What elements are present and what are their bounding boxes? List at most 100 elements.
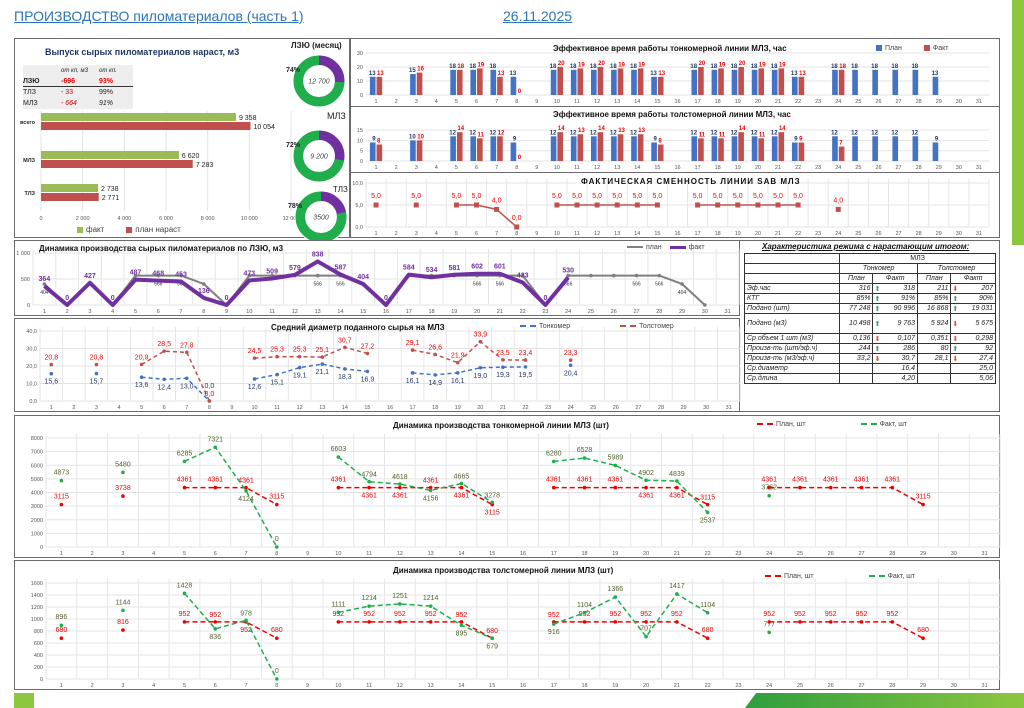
x-tick-label: 29 <box>936 165 942 171</box>
data-label: 566 <box>154 282 163 288</box>
bar <box>637 68 644 95</box>
y-tick-label: 0 <box>40 545 43 551</box>
x-tick-label: 17 <box>551 551 557 557</box>
data-label: 20,9 <box>135 354 149 361</box>
legend-tolstomer: Толстомер <box>620 323 674 330</box>
data-label: 5,0 <box>632 193 642 200</box>
fact-cell: ⬇ 0,107 <box>872 333 919 344</box>
data-label: 27,2 <box>361 343 375 350</box>
data-label: 18 <box>731 64 738 70</box>
x-tick-label: 4 <box>152 551 155 557</box>
data-point <box>247 273 252 278</box>
bar <box>631 69 637 95</box>
mini-row: ТЛЗ - 33 99% <box>23 87 133 98</box>
x-tick-label: 10 <box>554 99 560 105</box>
x-tick-label: 2 <box>91 551 94 557</box>
x-tick-label: 23 <box>815 99 821 105</box>
x-tick-label: 14 <box>634 165 640 171</box>
data-label: 15,1 <box>270 380 284 387</box>
data-label: 0 <box>518 89 522 95</box>
bar <box>369 76 376 95</box>
data-label: 3762 <box>761 485 777 492</box>
data-label: 11 <box>478 132 485 138</box>
data-point <box>611 273 616 278</box>
fact-value: 27,4 <box>979 355 993 362</box>
data-label: 404 <box>678 290 687 296</box>
data-label: 1111 <box>331 601 345 608</box>
legend-label: факт <box>688 244 705 251</box>
bar <box>410 140 416 161</box>
data-point <box>613 463 618 468</box>
series-План, шт: 3115 3738 4361 4361 4361 3115 4361 4361 4361 4361… <box>54 477 931 517</box>
series-Факт, шт: 896 1144 1428 836 978 0 1111 1214 1251 1214 895 679… <box>56 582 775 681</box>
bar <box>892 69 899 95</box>
data-point <box>365 351 370 356</box>
y-tick-label: 200 <box>34 665 43 671</box>
x-tick-label: 16 <box>520 683 526 689</box>
data-point <box>373 202 379 208</box>
x-tick-label: 22 <box>795 165 801 171</box>
mini-row-dev: - 33 <box>61 89 74 96</box>
legend-label: Факт, шт <box>887 573 916 580</box>
tonk-pcs-chart: 0 1000 2000 3000 4000 5000 6000 7000 8000 1 2 3 4 5 6 7… <box>14 415 1001 558</box>
arrow-up-icon: ⬆ <box>952 306 959 313</box>
data-point <box>433 373 437 377</box>
x-tick-label: 20 <box>477 405 483 411</box>
data-label: 7 <box>839 141 843 147</box>
x-tick-label: 1 <box>60 551 63 557</box>
x-tick-label: 15 <box>360 309 366 315</box>
bar-fact <box>41 113 236 121</box>
data-label: 952 <box>886 611 898 618</box>
x-tick-label: 2 <box>395 99 398 105</box>
data-label: 18 <box>911 64 918 70</box>
fact-cell: ⬆ 92 <box>950 343 996 354</box>
data-label: 2537 <box>700 517 716 524</box>
data-label: 566 <box>655 282 664 288</box>
row-label: Произв-ть (шт/эф.ч) <box>743 343 841 354</box>
fact-cell: ⬇ 30,7 <box>872 353 919 364</box>
data-label: 952 <box>548 612 560 619</box>
data-point <box>49 362 54 367</box>
donut-chart: 9 200 72% <box>286 129 346 183</box>
data-point <box>767 630 771 635</box>
data-point <box>121 608 125 613</box>
data-point <box>59 623 64 628</box>
x-tick-label: 31 <box>726 405 732 411</box>
fact-value: 90 996 <box>893 305 916 312</box>
data-point <box>459 620 464 624</box>
data-point <box>343 345 347 350</box>
data-point <box>455 360 460 365</box>
x-tick-label: 17 <box>695 231 701 237</box>
series-План, шт: 680 816 952 952 952 680 952 952 952 952 952 680 952 9… <box>56 611 929 640</box>
data-label: 19 <box>779 62 786 68</box>
data-label: 13 <box>799 71 806 77</box>
data-label: 18 <box>711 64 718 70</box>
arrow-up-icon: ⬆ <box>874 321 881 328</box>
data-point <box>767 485 771 490</box>
data-label: 3738 <box>115 485 131 492</box>
x-tick-label: 6 <box>163 405 166 411</box>
x-tick-label: 29 <box>680 405 686 411</box>
data-label: 12 <box>570 130 577 136</box>
data-point <box>42 282 47 286</box>
fact-value: 90% <box>978 295 993 302</box>
x-tick-label: 8 <box>208 405 211 411</box>
x-tick-label: 13 <box>614 231 620 237</box>
deviation-table: от кп, м3 от кп. ЛЗЮ -696 93% ТЛЗ - 33 99% МЛ… <box>23 65 133 109</box>
data-label: 20,8 <box>90 355 104 362</box>
mini-row-name: ТЛЗ <box>23 89 36 96</box>
data-label: 18 <box>489 64 496 70</box>
x-tick-label: 16 <box>383 309 389 315</box>
bar <box>838 69 845 95</box>
data-point <box>574 202 580 208</box>
fact-value: 0,107 <box>897 335 916 342</box>
y-tick-label: 1600 <box>31 581 43 587</box>
series-Тонкомер: 15,6 15,7 13,6 12,4 13,0 0,0 12,6 15,1 19,1 21,1 1… <box>44 362 578 403</box>
y-tick-label: 3000 <box>31 504 43 510</box>
mini-row: ЛЗЮ -696 93% <box>23 76 133 87</box>
series-Толстомер: 20,8 20,8 20,9 28,5 27,8 0,0 24,5 25,3 25,3 25,1 3… <box>44 332 578 403</box>
x-tick-label: 30 <box>951 551 957 557</box>
data-label: 12 <box>550 130 557 136</box>
bar <box>597 132 604 161</box>
